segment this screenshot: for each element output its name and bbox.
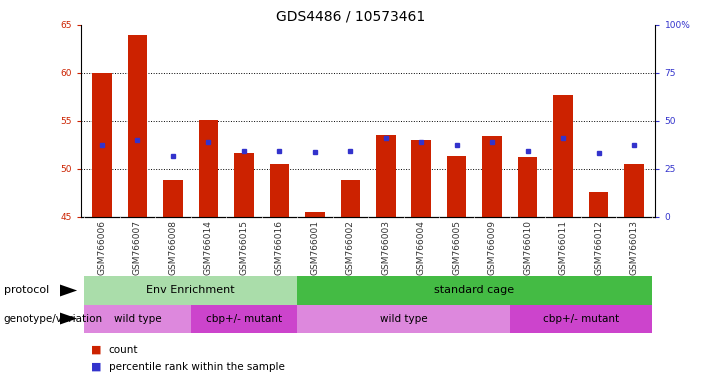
Text: protocol: protocol bbox=[4, 285, 49, 296]
Text: GSM766004: GSM766004 bbox=[417, 220, 426, 275]
Bar bbox=[305, 212, 325, 217]
Bar bbox=[163, 180, 183, 217]
Text: GSM766009: GSM766009 bbox=[488, 220, 497, 275]
Bar bbox=[411, 140, 431, 217]
Text: wild type: wild type bbox=[380, 313, 428, 324]
Polygon shape bbox=[60, 285, 77, 296]
Bar bbox=[376, 135, 395, 217]
Bar bbox=[198, 120, 218, 217]
Bar bbox=[128, 35, 147, 217]
Text: ■: ■ bbox=[91, 345, 102, 355]
Bar bbox=[191, 305, 297, 333]
Text: GSM766012: GSM766012 bbox=[594, 220, 603, 275]
Bar bbox=[297, 276, 652, 305]
Bar bbox=[482, 136, 502, 217]
Bar bbox=[270, 164, 289, 217]
Text: Env Enrichment: Env Enrichment bbox=[147, 285, 235, 296]
Bar bbox=[92, 73, 111, 217]
Text: GSM766005: GSM766005 bbox=[452, 220, 461, 275]
Text: GDS4486 / 10573461: GDS4486 / 10573461 bbox=[276, 10, 425, 23]
Text: GSM766015: GSM766015 bbox=[239, 220, 248, 275]
Text: cbp+/- mutant: cbp+/- mutant bbox=[543, 313, 619, 324]
Text: count: count bbox=[109, 345, 138, 355]
Text: GSM766008: GSM766008 bbox=[168, 220, 177, 275]
Bar bbox=[589, 192, 608, 217]
Bar bbox=[84, 276, 297, 305]
Text: percentile rank within the sample: percentile rank within the sample bbox=[109, 362, 285, 372]
Text: GSM766010: GSM766010 bbox=[523, 220, 532, 275]
Text: GSM766013: GSM766013 bbox=[629, 220, 639, 275]
Bar bbox=[553, 95, 573, 217]
Text: GSM766003: GSM766003 bbox=[381, 220, 390, 275]
Bar bbox=[234, 152, 254, 217]
Text: GSM766002: GSM766002 bbox=[346, 220, 355, 275]
Text: GSM766001: GSM766001 bbox=[311, 220, 319, 275]
Text: standard cage: standard cage bbox=[435, 285, 515, 296]
Text: ■: ■ bbox=[91, 362, 102, 372]
Bar bbox=[84, 305, 191, 333]
Bar bbox=[625, 164, 644, 217]
Text: GSM766014: GSM766014 bbox=[204, 220, 213, 275]
Bar bbox=[447, 156, 466, 217]
Text: wild type: wild type bbox=[114, 313, 161, 324]
Text: GSM766016: GSM766016 bbox=[275, 220, 284, 275]
Text: GSM766011: GSM766011 bbox=[559, 220, 568, 275]
Text: genotype/variation: genotype/variation bbox=[4, 313, 102, 324]
Text: GSM766007: GSM766007 bbox=[133, 220, 142, 275]
Text: cbp+/- mutant: cbp+/- mutant bbox=[206, 313, 282, 324]
Text: GSM766006: GSM766006 bbox=[97, 220, 107, 275]
Bar bbox=[341, 180, 360, 217]
Bar bbox=[297, 305, 510, 333]
Bar bbox=[518, 157, 538, 217]
Polygon shape bbox=[60, 313, 77, 324]
Bar bbox=[510, 305, 652, 333]
